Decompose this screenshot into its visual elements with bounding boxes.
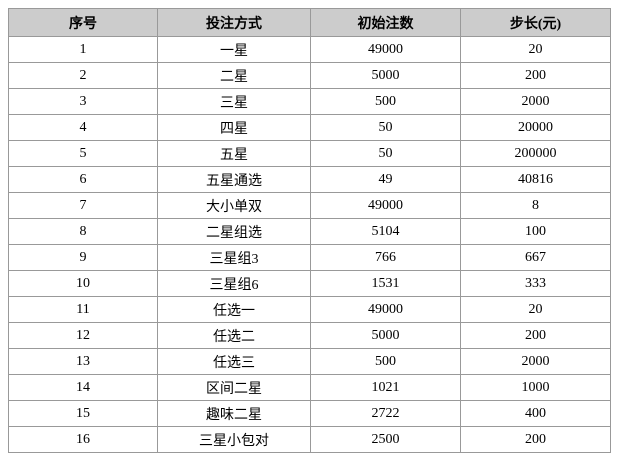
table-body: 1 一星 49000 20 2 二星 5000 200 3 三星 500 2000 4 四星 50 20000… (8, 36, 611, 453)
table-cell: 200000 (460, 140, 611, 167)
table-cell: 10 (8, 270, 158, 297)
table-row: 16 三星小包对 2500 200 (8, 426, 611, 453)
table-cell: 一星 (157, 36, 311, 63)
table-cell: 500 (310, 348, 461, 375)
table-cell: 三星组3 (157, 244, 311, 271)
table-row: 7 大小单双 49000 8 (8, 192, 611, 219)
table-cell: 任选二 (157, 322, 311, 349)
table-cell: 100 (460, 218, 611, 245)
table-cell: 二星组选 (157, 218, 311, 245)
table-cell: 1021 (310, 374, 461, 401)
header-serial-number: 序号 (8, 8, 158, 37)
table-cell: 766 (310, 244, 461, 271)
table-cell: 五星 (157, 140, 311, 167)
table-cell: 200 (460, 426, 611, 453)
table-cell: 16 (8, 426, 158, 453)
table-cell: 15 (8, 400, 158, 427)
table-cell: 200 (460, 62, 611, 89)
table-row: 6 五星通选 49 40816 (8, 166, 611, 193)
table-cell: 四星 (157, 114, 311, 141)
header-step-size-yuan: 步长(元) (460, 8, 611, 37)
table-cell: 49000 (310, 296, 461, 323)
table-cell: 333 (460, 270, 611, 297)
table-row: 5 五星 50 200000 (8, 140, 611, 167)
table-row: 9 三星组3 766 667 (8, 244, 611, 271)
table-cell: 2722 (310, 400, 461, 427)
table-cell: 1 (8, 36, 158, 63)
table-cell: 任选一 (157, 296, 311, 323)
table-cell: 五星通选 (157, 166, 311, 193)
table-cell: 5000 (310, 322, 461, 349)
table-cell: 13 (8, 348, 158, 375)
table-cell: 2000 (460, 88, 611, 115)
table-cell: 200 (460, 322, 611, 349)
table-cell: 3 (8, 88, 158, 115)
table-cell: 二星 (157, 62, 311, 89)
header-initial-bets: 初始注数 (310, 8, 461, 37)
table-cell: 8 (460, 192, 611, 219)
table-cell: 1000 (460, 374, 611, 401)
table-row: 12 任选二 5000 200 (8, 322, 611, 349)
table-cell: 49000 (310, 36, 461, 63)
table-cell: 14 (8, 374, 158, 401)
table-cell: 5 (8, 140, 158, 167)
table-row: 8 二星组选 5104 100 (8, 218, 611, 245)
table-cell: 2500 (310, 426, 461, 453)
table-cell: 5000 (310, 62, 461, 89)
table-cell: 50 (310, 114, 461, 141)
header-betting-method: 投注方式 (157, 8, 311, 37)
table-cell: 6 (8, 166, 158, 193)
table-cell: 1531 (310, 270, 461, 297)
table-row: 14 区间二星 1021 1000 (8, 374, 611, 401)
table-cell: 667 (460, 244, 611, 271)
table-cell: 500 (310, 88, 461, 115)
table-cell: 40816 (460, 166, 611, 193)
table-cell: 12 (8, 322, 158, 349)
table-row: 1 一星 49000 20 (8, 36, 611, 63)
table-cell: 大小单双 (157, 192, 311, 219)
table-cell: 20 (460, 296, 611, 323)
table-cell: 8 (8, 218, 158, 245)
table-row: 10 三星组6 1531 333 (8, 270, 611, 297)
table-cell: 400 (460, 400, 611, 427)
table-row: 11 任选一 49000 20 (8, 296, 611, 323)
table-cell: 4 (8, 114, 158, 141)
table-row: 3 三星 500 2000 (8, 88, 611, 115)
table-row: 4 四星 50 20000 (8, 114, 611, 141)
table-cell: 5104 (310, 218, 461, 245)
table-cell: 9 (8, 244, 158, 271)
table-cell: 11 (8, 296, 158, 323)
table-cell: 49 (310, 166, 461, 193)
table-cell: 49000 (310, 192, 461, 219)
betting-methods-table: 序号 投注方式 初始注数 步长(元) 1 一星 49000 20 2 二星 5000 200 3… (8, 8, 611, 453)
table-cell: 20 (460, 36, 611, 63)
table-cell: 三星组6 (157, 270, 311, 297)
table-cell: 50 (310, 140, 461, 167)
table-cell: 2 (8, 62, 158, 89)
table-cell: 7 (8, 192, 158, 219)
table-cell: 三星小包对 (157, 426, 311, 453)
table-header-row: 序号 投注方式 初始注数 步长(元) (8, 8, 611, 37)
table-cell: 三星 (157, 88, 311, 115)
table-cell: 趣味二星 (157, 400, 311, 427)
table-row: 15 趣味二星 2722 400 (8, 400, 611, 427)
table-cell: 任选三 (157, 348, 311, 375)
table-cell: 区间二星 (157, 374, 311, 401)
table-row: 13 任选三 500 2000 (8, 348, 611, 375)
table-cell: 2000 (460, 348, 611, 375)
table-row: 2 二星 5000 200 (8, 62, 611, 89)
table-cell: 20000 (460, 114, 611, 141)
